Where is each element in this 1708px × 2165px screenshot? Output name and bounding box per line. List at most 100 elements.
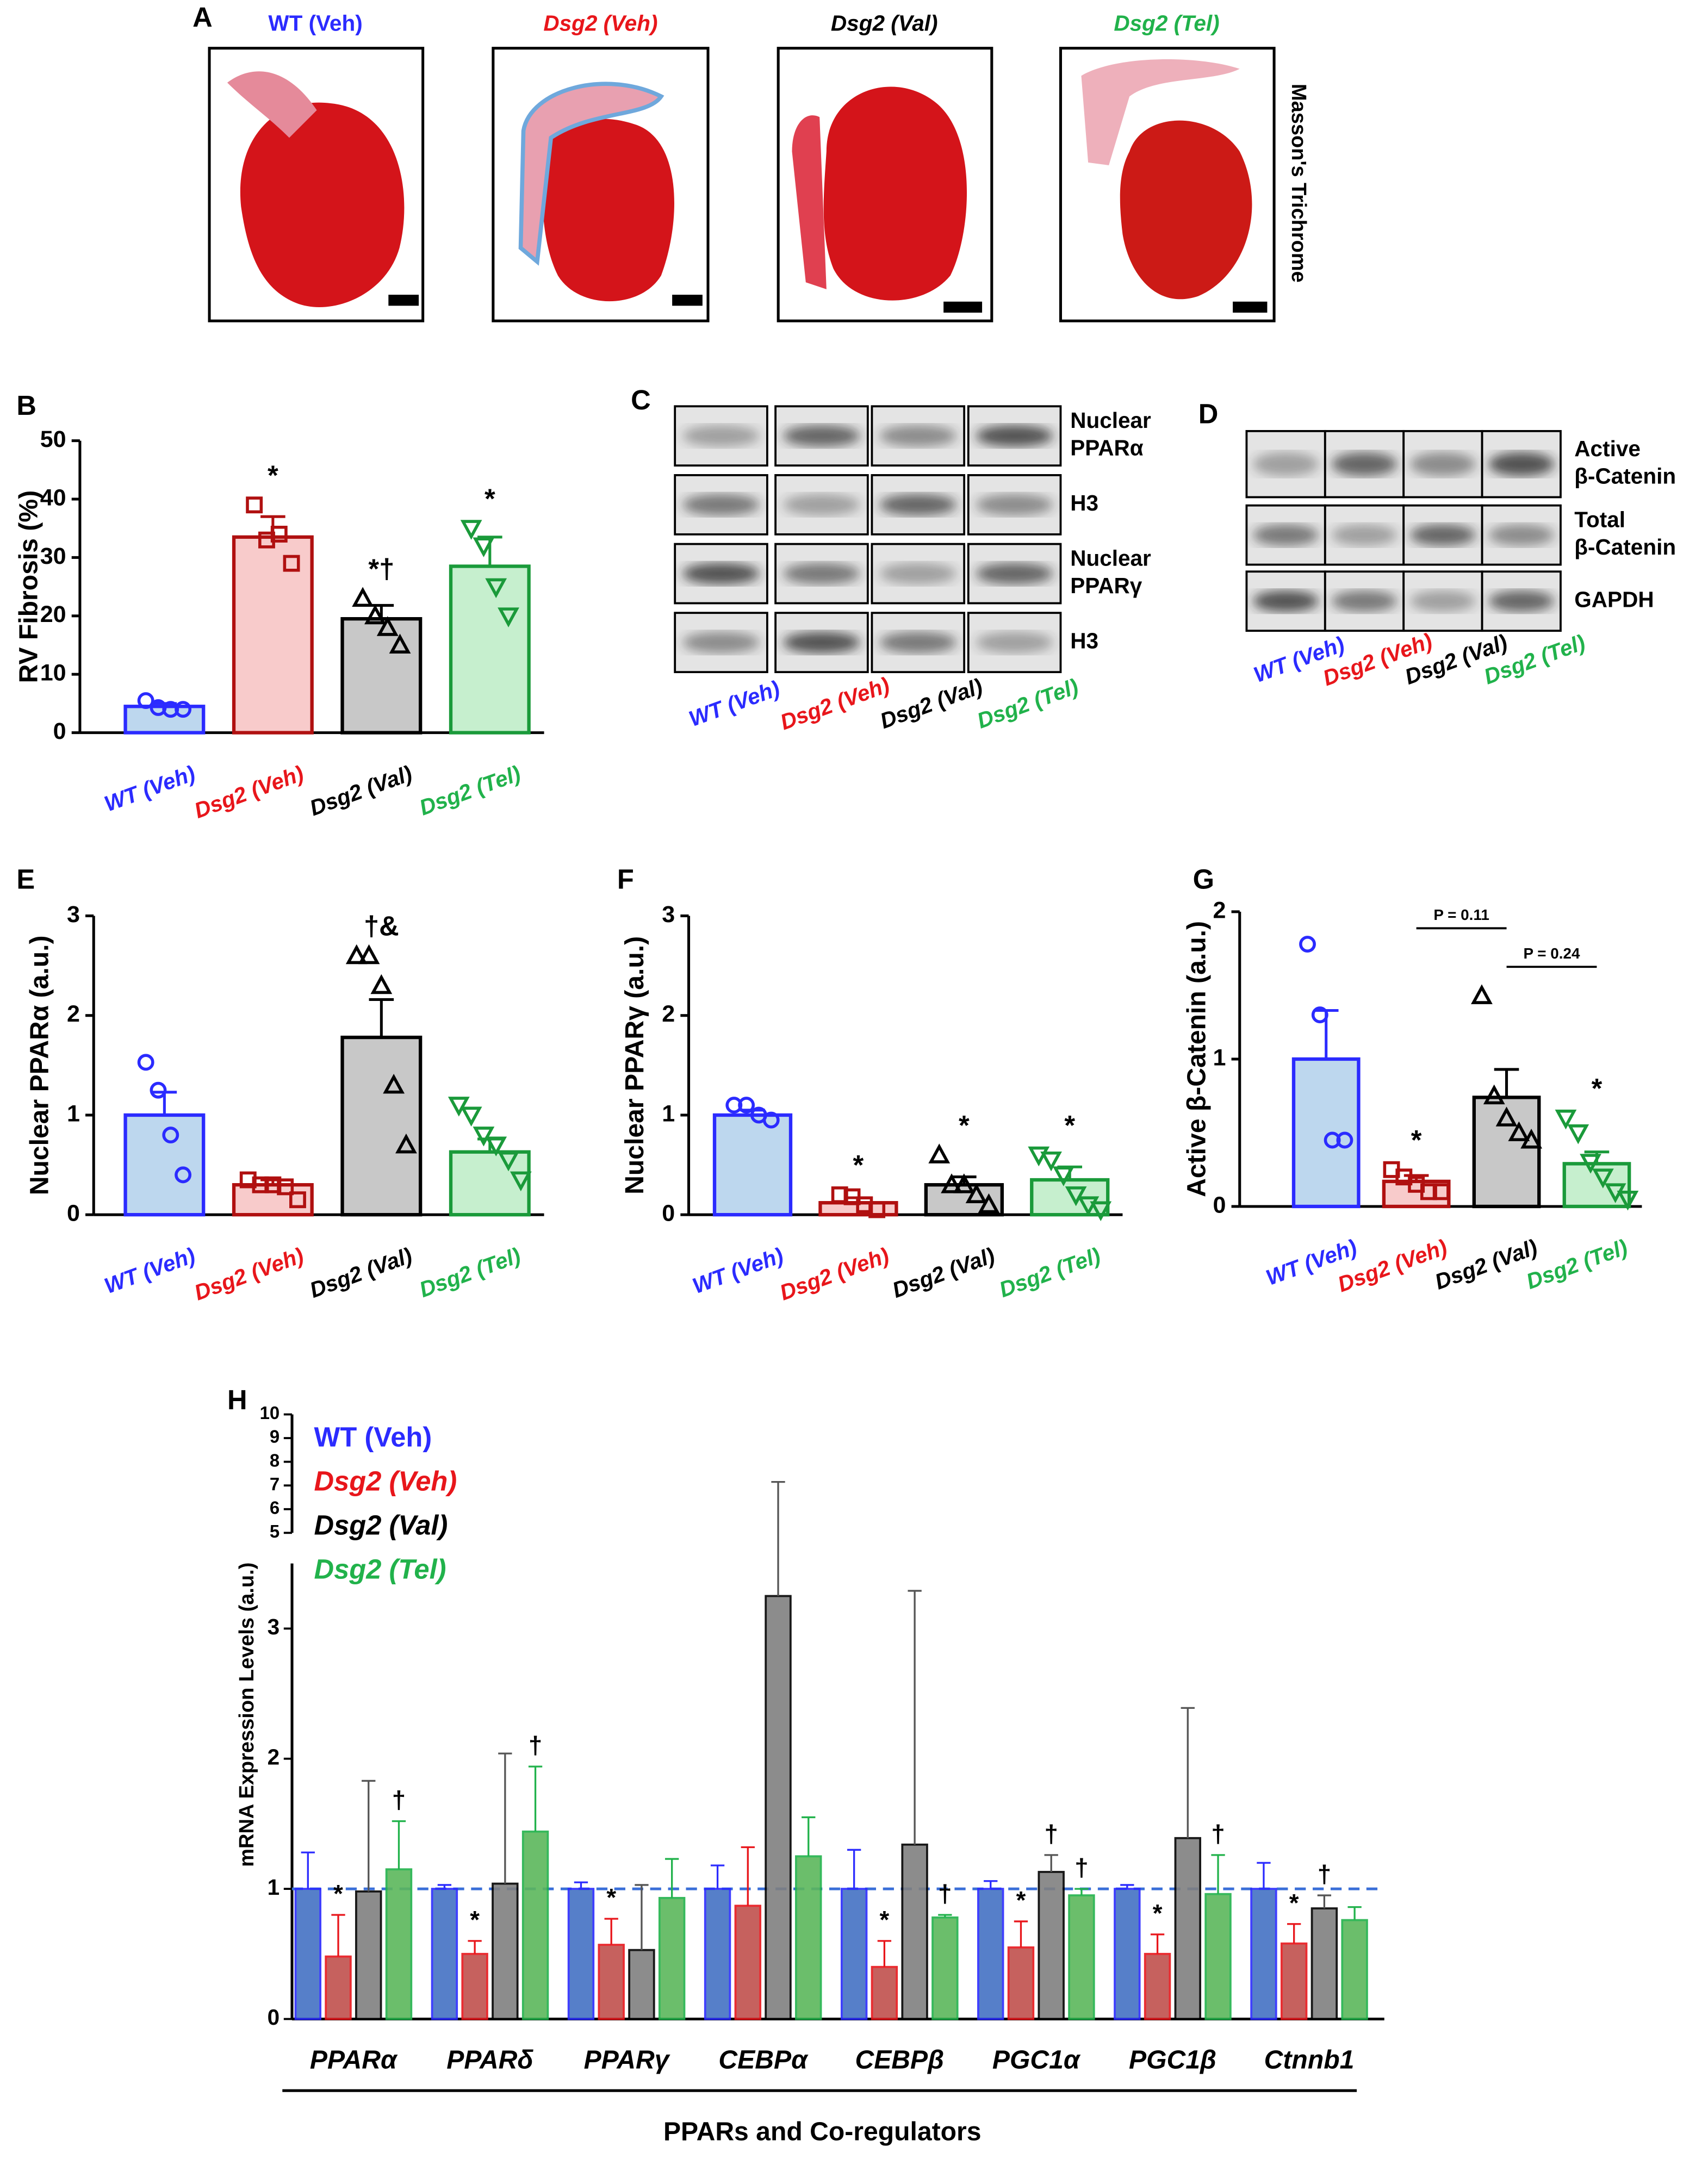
bar	[294, 1888, 321, 2020]
bar	[1291, 1057, 1361, 1209]
blot-band	[1331, 524, 1398, 546]
bar	[931, 1916, 959, 2020]
data-point	[1483, 1084, 1505, 1105]
data-point	[1052, 1166, 1075, 1186]
bracket-label: P = 0.11	[1433, 906, 1489, 923]
data-point	[1336, 1131, 1353, 1149]
lane-label: Dsg2 (Tel)	[974, 674, 1082, 733]
annotation: *	[1289, 1889, 1299, 1917]
blot-band	[976, 563, 1053, 584]
bar	[1310, 1907, 1338, 2020]
data-point	[448, 1097, 470, 1117]
data-point	[1065, 1186, 1087, 1206]
x-tick-label: Ctnnb1	[1264, 2045, 1355, 2075]
blot-band	[682, 425, 760, 447]
error-bar	[362, 1780, 376, 1892]
blot-band	[1488, 524, 1555, 546]
annotation: †	[392, 1786, 406, 1814]
error-bar	[369, 998, 394, 1038]
bar	[1144, 1952, 1171, 2020]
bar	[1341, 1919, 1368, 2020]
error-bar	[802, 1816, 816, 1857]
x-tick-label: Dsg2 (Tel)	[416, 1242, 524, 1302]
error-bar	[1317, 1894, 1332, 1909]
blot-band	[782, 494, 861, 515]
error-bar	[1044, 1854, 1058, 1872]
x-tick-label: Dsg2 (Tel)	[1523, 1234, 1631, 1294]
data-point	[498, 1151, 519, 1172]
data-point	[498, 607, 519, 627]
annotation: †&	[364, 911, 399, 942]
blot-band	[1409, 590, 1476, 612]
annotation: †	[1075, 1854, 1088, 1882]
y-tick-label: 1	[1213, 1044, 1226, 1071]
error-bar	[1287, 1923, 1301, 1944]
panel-label: F	[617, 864, 634, 895]
blot-band	[1252, 524, 1319, 546]
data-point	[395, 1133, 417, 1154]
blot-label: β-Catenin	[1574, 534, 1676, 559]
blot-band	[1409, 524, 1476, 546]
bar	[492, 1882, 519, 2020]
heart-section	[1081, 59, 1240, 165]
data-point	[1299, 936, 1316, 953]
bar	[628, 1949, 655, 2020]
error-bar	[771, 1480, 785, 1596]
scale-bar	[388, 295, 419, 306]
legend-entry: Dsg2 (Tel)	[314, 1554, 446, 1585]
error-bar	[664, 1858, 679, 1898]
x-axis-label: PPARs and Co-regulators	[663, 2117, 982, 2146]
panel-label: D	[1198, 398, 1219, 429]
image-title: Dsg2 (Tel)	[1114, 10, 1219, 35]
data-point	[175, 701, 192, 718]
panel-label: C	[631, 384, 651, 415]
data-point	[137, 1054, 154, 1071]
y-axis-label: RV Fibrosis (%)	[14, 490, 43, 683]
heart-section	[1120, 120, 1252, 300]
blot-band	[879, 425, 957, 447]
error-bar	[331, 1914, 345, 1957]
data-point	[1495, 1106, 1518, 1127]
bar	[1038, 1871, 1065, 2020]
annotation: †	[1211, 1820, 1225, 1847]
error-bar	[635, 1884, 649, 1950]
blot-band	[782, 563, 861, 584]
bar	[340, 617, 423, 735]
blot-label: Nuclear	[1070, 545, 1151, 570]
bar	[901, 1843, 928, 2020]
x-tick-label: Dsg2 (Veh)	[777, 1242, 892, 1305]
bar	[355, 1890, 382, 2020]
panel-label: H	[227, 1384, 247, 1415]
data-point	[868, 1201, 886, 1218]
bar	[734, 1905, 761, 2020]
error-bar	[984, 1880, 998, 1889]
image-title: WT (Veh)	[268, 10, 362, 35]
annotation: *	[470, 1906, 480, 1933]
data-point	[1617, 1190, 1639, 1211]
heart-section	[240, 102, 405, 307]
x-tick-label: Dsg2 (Tel)	[416, 761, 524, 820]
error-bar	[301, 1851, 315, 1889]
bar	[658, 1896, 686, 2020]
y-tick-label: 30	[40, 543, 66, 569]
error-bar	[1075, 1888, 1089, 1896]
x-tick-label: Dsg2 (Tel)	[996, 1242, 1103, 1302]
y-tick-label: 5	[270, 1521, 280, 1541]
data-point	[389, 633, 411, 654]
data-point	[510, 1171, 532, 1192]
annotation: *	[959, 1110, 970, 1141]
scale-bar	[672, 295, 703, 306]
error-bar	[1347, 1906, 1362, 1920]
bar	[871, 1965, 898, 2020]
data-point	[473, 537, 495, 557]
y-tick-label: 8	[270, 1450, 280, 1470]
side-label: Masson's Trichrome	[1287, 84, 1310, 283]
data-point	[137, 692, 154, 709]
data-point	[1520, 1128, 1543, 1149]
data-point	[1311, 1006, 1328, 1024]
data-point	[953, 1173, 975, 1193]
annotation: *	[1016, 1887, 1026, 1914]
bar	[840, 1888, 868, 2020]
data-point	[460, 520, 482, 540]
